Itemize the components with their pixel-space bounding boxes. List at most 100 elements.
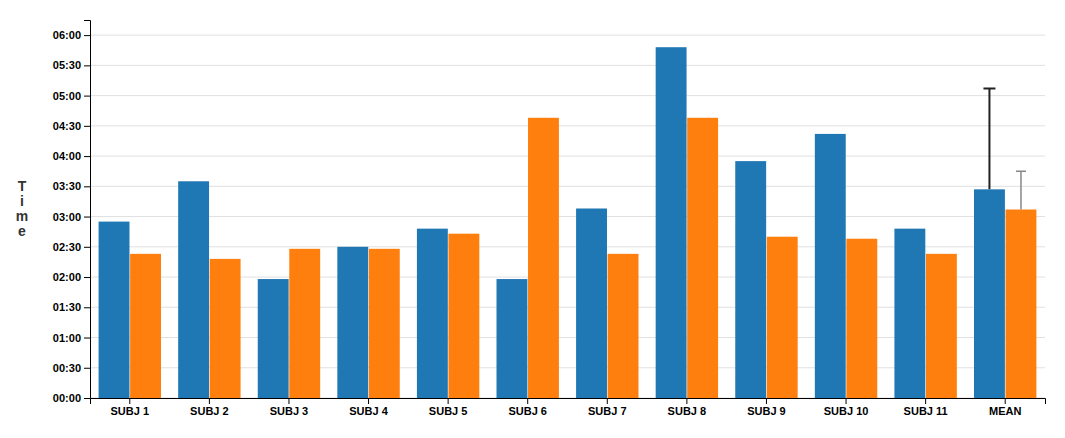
bar xyxy=(528,118,559,398)
tick-mark xyxy=(129,398,130,404)
tick-mark xyxy=(925,398,926,404)
tick-mark xyxy=(84,96,90,97)
tick: SUBJ 7 xyxy=(588,398,627,417)
tick: SUBJ 2 xyxy=(190,398,229,417)
bar xyxy=(289,249,320,398)
error-bar xyxy=(1016,171,1026,209)
tick: 04:30 xyxy=(53,120,90,132)
tick: 01:30 xyxy=(53,301,90,313)
plot: SUBJ 1 SUBJ 2 SUBJ 3 SUBJ 4 SUBJ 5 SUBJ 6 SUBJ… xyxy=(53,21,1046,417)
error-bars xyxy=(1016,171,1026,209)
bar xyxy=(815,134,846,398)
y-axis-title-letter: e xyxy=(18,222,26,238)
tick: SUBJ 1 xyxy=(111,398,150,417)
y-axis: 00:0000:3001:0001:3002:0002:3003:0003:30… xyxy=(53,21,91,405)
tick-label: SUBJ 4 xyxy=(349,405,388,417)
bar-series xyxy=(99,47,1005,398)
tick: SUBJ 8 xyxy=(668,398,707,417)
bar xyxy=(258,279,289,398)
grid-line xyxy=(90,216,1045,217)
grid-line xyxy=(90,65,1045,66)
tick-label: SUBJ 9 xyxy=(747,405,786,417)
tick-mark xyxy=(84,186,90,187)
bar xyxy=(926,254,957,398)
tick-mark xyxy=(846,398,847,404)
tick-mark xyxy=(209,398,210,404)
tick: SUBJ 5 xyxy=(429,398,468,417)
bar xyxy=(974,189,1005,398)
tick-mark xyxy=(448,398,449,404)
tick-mark xyxy=(527,398,528,404)
grid-line xyxy=(90,186,1045,187)
tick: 06:00 xyxy=(53,29,90,41)
tick: 03:00 xyxy=(53,211,90,223)
tick: 01:00 xyxy=(53,332,90,344)
bar xyxy=(576,208,607,398)
bar xyxy=(417,229,448,398)
tick: 02:30 xyxy=(53,241,90,253)
y-axis-title-letter: T xyxy=(18,177,27,193)
tick-mark xyxy=(84,156,90,157)
bar xyxy=(735,161,766,398)
tick-label: SUBJ 11 xyxy=(904,405,948,417)
tick-label: SUBJ 8 xyxy=(668,405,707,417)
tick-mark xyxy=(84,307,90,308)
tick-mark xyxy=(766,398,767,404)
tick-mark xyxy=(84,277,90,278)
grid xyxy=(90,35,1045,398)
bar xyxy=(130,254,161,398)
tick-mark xyxy=(1005,398,1006,404)
tick-mark xyxy=(84,368,90,369)
tick: SUBJ 6 xyxy=(508,398,547,417)
tick-label: 02:00 xyxy=(53,271,81,283)
tick-label: 03:30 xyxy=(53,180,81,192)
bar xyxy=(894,229,925,398)
axis-line xyxy=(84,21,91,399)
tick-mark xyxy=(368,398,369,404)
tick: SUBJ 3 xyxy=(270,398,309,417)
bar xyxy=(1006,210,1037,398)
tick-label: 05:30 xyxy=(53,59,81,71)
bar xyxy=(656,47,687,398)
tick: 00:30 xyxy=(53,362,90,374)
tick-mark xyxy=(84,398,90,399)
tick: 05:00 xyxy=(53,90,90,102)
error-bars xyxy=(983,89,995,190)
bar xyxy=(337,247,368,398)
tick: 02:00 xyxy=(53,271,90,283)
tick-label: SUBJ 2 xyxy=(190,405,229,417)
tick-label: 01:30 xyxy=(53,301,81,313)
tick: 05:30 xyxy=(53,59,90,71)
tick-label: 02:30 xyxy=(53,241,81,253)
tick-mark xyxy=(84,247,90,248)
tick-mark xyxy=(84,126,90,127)
tick: SUBJ 10 xyxy=(824,398,869,417)
tick-label: SUBJ 6 xyxy=(508,405,547,417)
tick-label: 04:00 xyxy=(53,150,81,162)
bar xyxy=(608,254,639,398)
tick-label: 06:00 xyxy=(53,29,81,41)
bar xyxy=(99,222,130,398)
tick-mark xyxy=(84,217,90,218)
grid-line xyxy=(90,125,1045,126)
tick-mark xyxy=(607,398,608,404)
marks xyxy=(99,47,1037,398)
tick: 03:30 xyxy=(53,180,90,192)
tick: SUBJ 11 xyxy=(904,398,948,417)
chart: SUBJ 1 SUBJ 2 SUBJ 3 SUBJ 4 SUBJ 5 SUBJ 6 SUBJ… xyxy=(0,0,1065,438)
grid-line xyxy=(90,95,1045,96)
tick-mark xyxy=(84,65,90,66)
tick-label: SUBJ 7 xyxy=(588,405,627,417)
tick: MEAN xyxy=(989,398,1021,417)
bar xyxy=(448,234,479,398)
y-axis-title-letter: i xyxy=(20,192,24,208)
y-axis-title: Time xyxy=(16,177,28,238)
tick: 04:00 xyxy=(53,150,90,162)
tick-label: 01:00 xyxy=(53,332,81,344)
tick: SUBJ 9 xyxy=(747,398,786,417)
tick-label: 04:30 xyxy=(53,120,81,132)
bar xyxy=(497,279,528,398)
axis-line xyxy=(91,399,1046,405)
tick-label: SUBJ 1 xyxy=(111,405,150,417)
grid-line xyxy=(90,35,1045,36)
